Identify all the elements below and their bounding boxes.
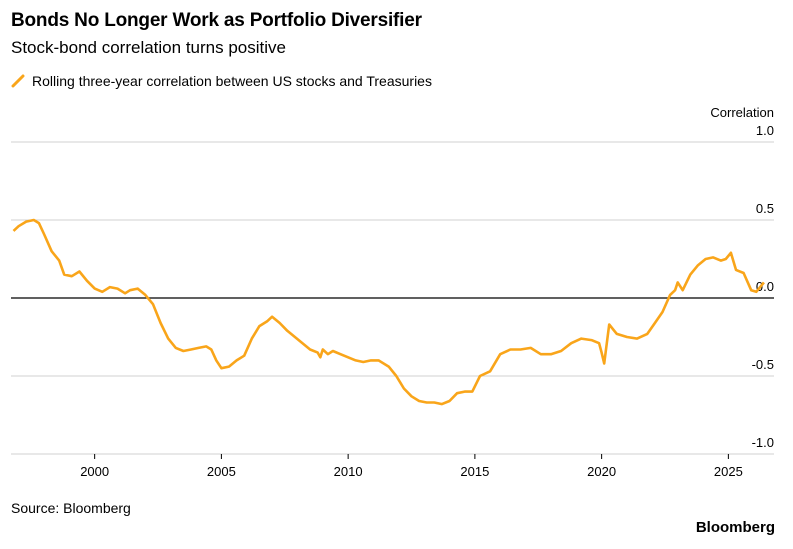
legend-label: Rolling three-year correlation between U…: [32, 73, 432, 89]
y-tick-label: -1.0: [752, 435, 774, 450]
series-line-correlation: [12, 218, 765, 406]
x-tick-labels: 2000 2005 2010 2015 2020 2025: [80, 454, 743, 479]
legend: Rolling three-year correlation between U…: [11, 73, 432, 89]
x-tick-label: 2010: [334, 464, 363, 479]
y-tick-label: -0.5: [752, 357, 774, 372]
x-tick-label: 2000: [80, 464, 109, 479]
y-tick-label: 0.0: [756, 279, 774, 294]
x-tick-label: 2025: [714, 464, 743, 479]
brand-logo: Bloomberg: [695, 519, 775, 536]
chart-title: Bonds No Longer Work as Portfolio Divers…: [11, 10, 422, 31]
y-tick-label: 0.5: [756, 201, 774, 216]
series-group: [12, 218, 765, 406]
source-note: Source: Bloomberg: [11, 500, 131, 516]
grid-lines: [11, 141, 774, 455]
y-tick-labels: 1.0 0.5 0.0 -0.5 -1.0: [752, 123, 774, 450]
y-axis-label: Correlation: [710, 105, 774, 120]
x-tick-label: 2005: [207, 464, 236, 479]
x-tick-label: 2020: [587, 464, 616, 479]
y-tick-label: 1.0: [756, 123, 774, 138]
chart-subtitle: Stock-bond correlation turns positive: [11, 38, 286, 57]
x-tick-label: 2015: [460, 464, 489, 479]
legend-swatch-icon: [11, 74, 25, 88]
